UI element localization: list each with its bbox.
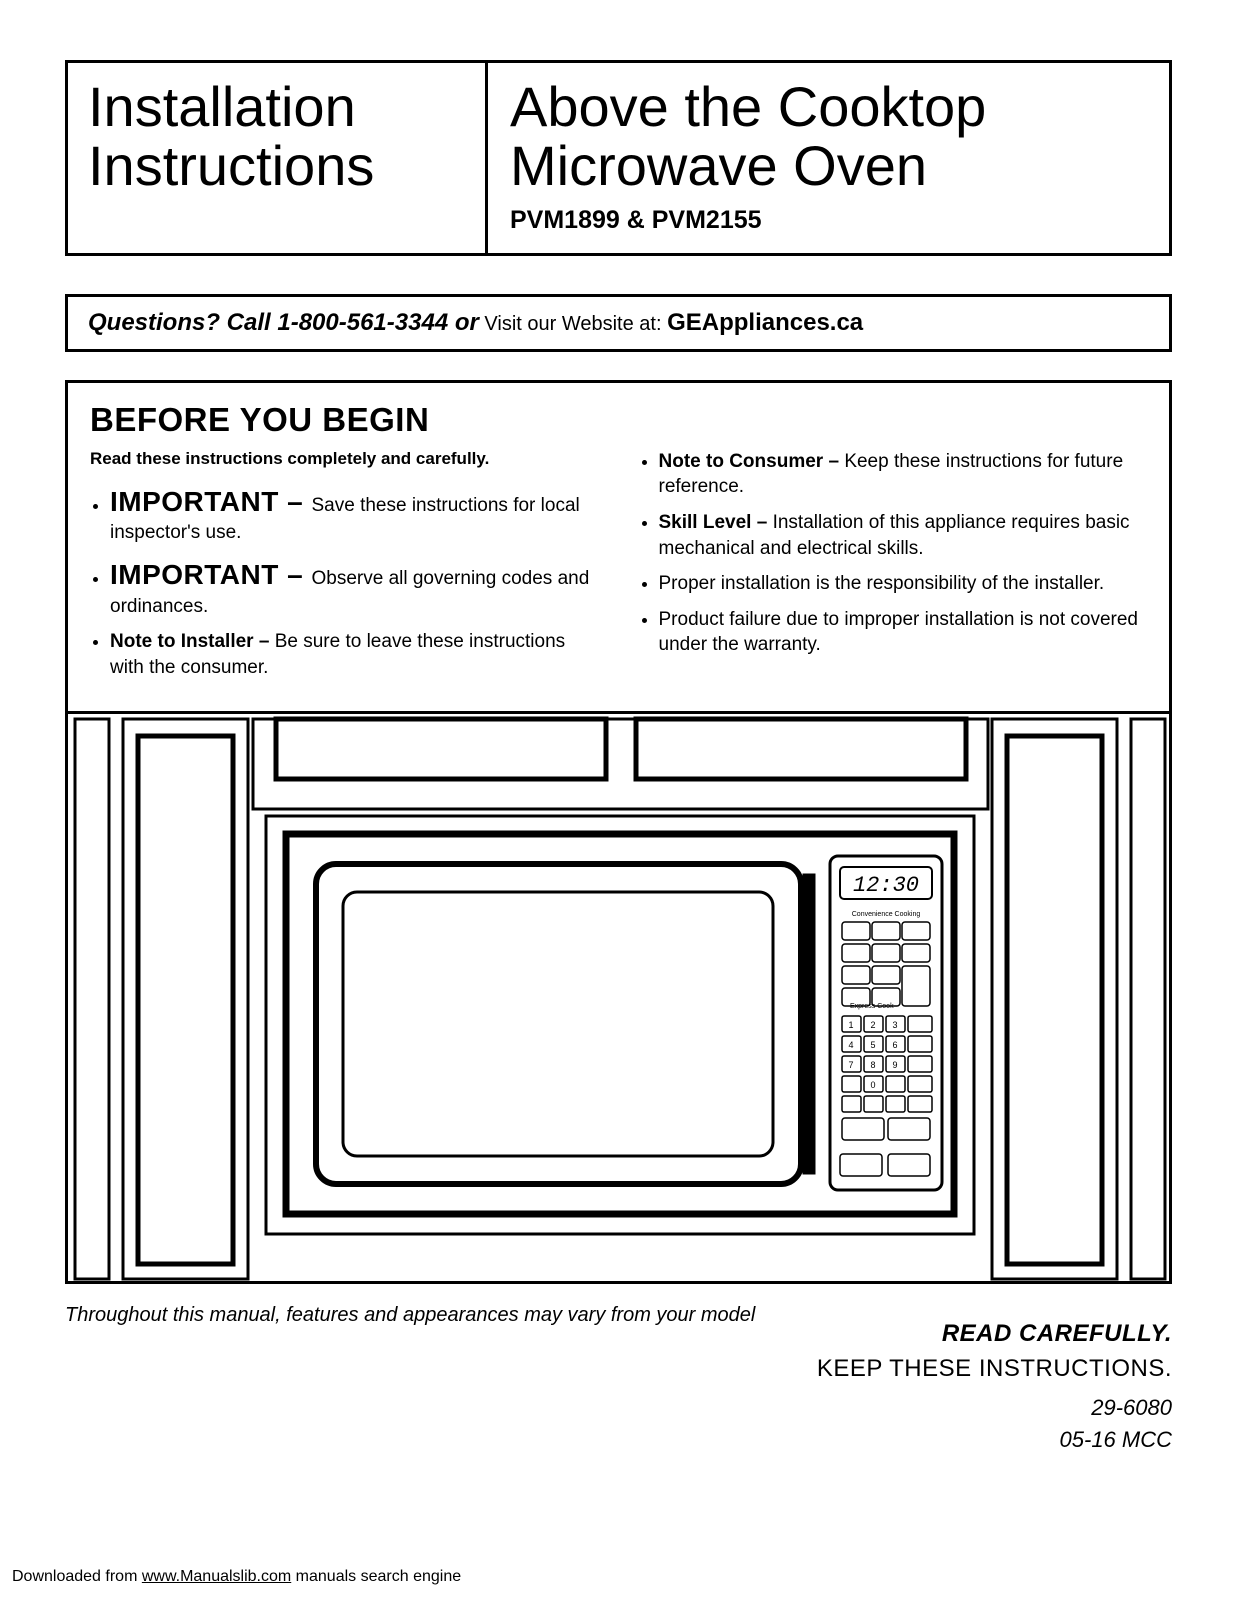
svg-text:7: 7 [848,1060,853,1070]
download-line: Downloaded from www.Manualslib.com manua… [0,1568,461,1586]
questions-text: Questions? Call 1-800-561-3344 or Visit … [68,294,1169,349]
before-col-right: Note to Consumer – Keep these instructio… [639,449,1148,691]
page: Installation Instructions Above the Cook… [0,0,1237,1471]
svg-text:1: 1 [848,1020,853,1030]
title-line1: Installation [88,75,356,138]
title-installation: Installation Instructions [68,63,488,253]
panel-label-1: Convenience Cooking [852,911,921,918]
svg-text:5: 5 [870,1040,875,1050]
svg-text:6: 6 [892,1040,897,1050]
questions-box: Questions? Call 1-800-561-3344 or Visit … [65,294,1172,352]
before-col-left: Read these instructions completely and c… [90,449,599,691]
microwave-illustration: 12:30 Convenience Cooking Express Cook [65,714,1172,1284]
footer-right: READ CAREFULLY. KEEP THESE INSTRUCTIONS.… [65,1317,1172,1456]
before-intro: Read these instructions completely and c… [90,449,599,469]
before-heading: BEFORE YOU BEGIN [90,401,1147,439]
svg-text:0: 0 [870,1080,875,1090]
keep-instructions: KEEP THESE INSTRUCTIONS. [65,1352,1172,1387]
doc-id: 29-6080 [1091,1395,1172,1420]
title-row: Installation Instructions Above the Cook… [65,60,1172,256]
list-item: Skill Level – Installation of this appli… [659,510,1148,561]
questions-visit: Visit our Website at: [479,313,667,335]
product-line2: Microwave Oven [510,134,927,197]
svg-text:8: 8 [870,1060,875,1070]
svg-text:2: 2 [870,1020,875,1030]
product-line1: Above the Cooktop [510,75,986,138]
model-numbers: PVM1899 & PVM2155 [510,206,1149,235]
before-you-begin: BEFORE YOU BEGIN Read these instructions… [65,380,1172,714]
list-item: IMPORTANT – Save these instructions for … [110,483,599,546]
microwave-svg: 12:30 Convenience Cooking Express Cook [68,714,1172,1284]
before-list-right: Note to Consumer – Keep these instructio… [639,449,1148,658]
microwave-display-time: 12:30 [853,873,919,898]
dl-suffix: manuals search engine [291,1568,461,1585]
before-list-left: IMPORTANT – Save these instructions for … [90,483,599,681]
svg-text:3: 3 [892,1020,897,1030]
list-item: Product failure due to improper installa… [659,607,1148,658]
dl-prefix: Downloaded from [12,1568,142,1585]
dl-link[interactable]: www.Manualslib.com [142,1568,291,1585]
questions-site: GEAppliances.ca [667,309,863,336]
questions-bold: Questions? Call 1-800-561-3344 or [88,309,479,336]
list-item: Note to Installer – Be sure to leave the… [110,629,599,680]
title-product: Above the Cooktop Microwave Oven PVM1899… [510,63,1169,253]
list-item: IMPORTANT – Observe all governing codes … [110,556,599,619]
svg-text:4: 4 [848,1040,853,1050]
title-line2: Instructions [88,134,374,197]
svg-text:9: 9 [892,1060,897,1070]
doc-date: 05-16 MCC [1060,1427,1172,1452]
list-item: Note to Consumer – Keep these instructio… [659,449,1148,500]
list-item: Proper installation is the responsibilit… [659,571,1148,597]
